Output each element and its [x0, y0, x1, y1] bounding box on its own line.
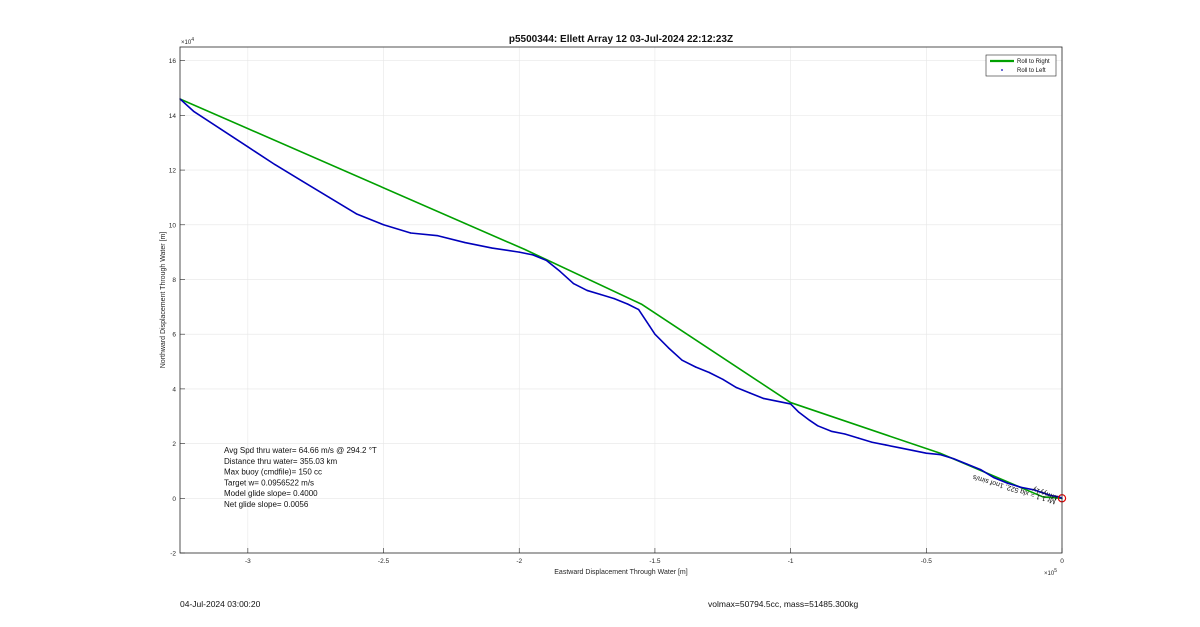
data-point-roll-to-left [545, 259, 548, 262]
data-point-roll-to-left [966, 463, 968, 465]
x-tick-label: 0 [1060, 558, 1064, 565]
data-point-roll-to-left [857, 437, 860, 439]
footer-volmax: volmax=50794.5cc, mass=51485.300kg [708, 599, 859, 609]
data-point-roll-to-left [844, 433, 846, 435]
data-point-roll-to-left [1050, 494, 1052, 497]
data-point-roll-to-left [952, 457, 955, 460]
data-point-roll-to-left [1007, 482, 1009, 484]
data-point-roll-to-left [1042, 492, 1044, 494]
data-point-roll-to-left [912, 449, 914, 452]
series-roll-to-left [179, 98, 1063, 500]
data-point-roll-to-left [939, 453, 941, 456]
data-point-roll-to-left [808, 419, 811, 422]
data-point-roll-to-left [1020, 486, 1022, 489]
plot-area-background [180, 47, 1062, 553]
y-tick-label: 4 [172, 386, 176, 393]
x-tick-label: -3 [245, 558, 251, 565]
legend-label-roll-right: Roll to Right [1017, 59, 1050, 65]
y-axis-label: Northward Displacement Through Water [m] [160, 232, 167, 369]
data-point-roll-to-left [627, 303, 629, 305]
data-point-roll-to-left [722, 378, 724, 381]
data-point-roll-to-left [694, 366, 697, 368]
legend: Roll to Right Roll to Left [985, 54, 1057, 77]
data-point-roll-to-left [789, 403, 792, 405]
data-point-roll-to-left [979, 468, 982, 471]
grid [180, 47, 1063, 554]
series-line-roll-to-left [179, 98, 1063, 500]
data-point-roll-to-left [817, 425, 819, 427]
ticks: -3 -2.5 -2 -1.5 -1 -0.5 0 -2 0 2 4 6 8 10 12 14 16 [169, 58, 1064, 565]
x-tick-label: -1.5 [649, 558, 661, 565]
data-point-roll-to-left [681, 359, 683, 361]
series-line-roll-to-right [179, 98, 1063, 500]
legend-swatch-roll-left [1001, 69, 1003, 71]
data-point-roll-to-left [762, 397, 765, 400]
annotation-line: Net glide slope= 0.0056 [224, 500, 309, 509]
data-point-roll-to-left [637, 308, 640, 311]
data-point-roll-to-left [328, 196, 330, 199]
y-exponent-label: ×104 [181, 37, 194, 46]
data-point-roll-to-left [247, 146, 249, 148]
data-point-roll-to-left [599, 293, 602, 296]
series-layer [179, 98, 1067, 503]
data-point-roll-to-left [586, 289, 588, 292]
data-point-roll-to-left [355, 213, 358, 215]
y-tick-label: 6 [172, 332, 176, 339]
data-point-roll-to-left [884, 444, 887, 446]
data-point-roll-to-left [735, 386, 738, 389]
data-point-roll-to-left [1034, 489, 1036, 491]
data-point-roll-to-left [274, 163, 276, 166]
x-axis-label: Eastward Displacement Through Water [m] [554, 569, 687, 576]
data-point-roll-to-left [654, 333, 656, 335]
data-point-roll-to-left [708, 371, 710, 374]
data-point-roll-to-left [301, 180, 303, 182]
axes-box [179, 46, 1063, 554]
data-point-roll-to-left [437, 235, 439, 237]
data-point-roll-to-left [382, 224, 385, 226]
y-tick-label: 12 [169, 168, 177, 175]
y-tick-label: -2 [170, 551, 176, 558]
footer-date: 04-Jul-2024 03:00:20 [180, 599, 261, 609]
data-point-roll-to-left [898, 446, 900, 449]
data-point-roll-to-left [220, 128, 222, 130]
annotation-line: Distance thru water= 355.03 km [224, 457, 338, 466]
annotation-line: Max buoy (cmdfile)= 150 cc [224, 468, 322, 477]
x-tick-label: -2 [516, 558, 522, 565]
y-tick-label: 8 [172, 277, 176, 284]
data-point-roll-to-left [572, 282, 575, 285]
annotation-line: Model glide slope= 0.4000 [224, 489, 318, 498]
data-point-roll-to-left [532, 254, 534, 256]
y-tick-label: 10 [169, 222, 177, 229]
x-exponent-label: ×105 [1044, 568, 1057, 577]
y-tick-label: 14 [169, 113, 177, 120]
x-tick-label: -2.5 [378, 558, 390, 565]
data-point-roll-to-left [464, 241, 466, 244]
data-point-roll-to-left [409, 232, 412, 234]
data-point-roll-to-left [749, 392, 751, 394]
y-tick-label: 2 [172, 441, 176, 448]
y-tick-label: 0 [172, 496, 176, 503]
data-point-roll-to-left [798, 411, 800, 413]
data-point-roll-to-left [491, 247, 493, 249]
chart-title: p5500344: Ellett Array 12 03-Jul-2024 22… [509, 34, 733, 45]
x-tick-label: -0.5 [921, 558, 933, 565]
data-point-roll-to-left [871, 441, 873, 443]
data-point-roll-to-left [648, 325, 651, 327]
data-point-roll-to-left [667, 347, 670, 349]
data-point-roll-to-left [518, 251, 520, 253]
data-point-roll-to-left [830, 430, 833, 432]
data-point-roll-to-left [993, 477, 995, 479]
y-tick-label: 16 [169, 58, 177, 65]
annotation-line: Avg Spd thru water= 64.66 m/s @ 294.2 °T [224, 446, 377, 455]
data-point-roll-to-left [925, 452, 928, 454]
annotation-line: Target w= 0.0956522 m/s [224, 478, 314, 487]
x-tick-label: -1 [788, 558, 794, 565]
data-point-roll-to-left [613, 297, 615, 300]
data-point-roll-to-left [192, 110, 195, 112]
data-point-roll-to-left [776, 400, 778, 402]
data-point-roll-to-left [559, 270, 561, 272]
legend-label-roll-left: Roll to Left [1017, 68, 1046, 74]
